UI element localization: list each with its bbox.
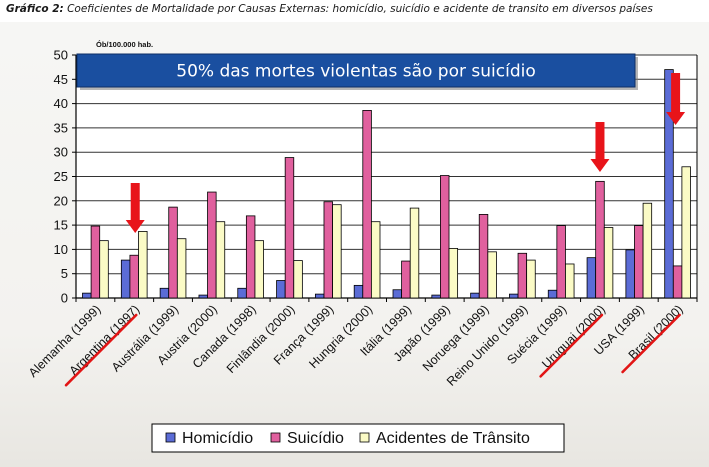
bar-suic-dio bbox=[129, 254, 139, 299]
bar-acidentes-de-tr-nsito bbox=[565, 263, 575, 299]
bar-homic-dio bbox=[159, 287, 170, 299]
bar-homic-dio bbox=[198, 294, 208, 299]
y-tick-label: 50 bbox=[54, 48, 68, 63]
y-tick-label: 10 bbox=[54, 242, 68, 257]
banner bbox=[76, 53, 636, 88]
arrow-shaft bbox=[671, 73, 681, 112]
caption-prefix: Gráfico 2: bbox=[6, 3, 64, 15]
y-tick-label: 25 bbox=[54, 169, 68, 184]
bar-suic-dio bbox=[207, 191, 217, 299]
bar-homic-dio bbox=[392, 289, 403, 299]
legend-swatch-suic-dio bbox=[270, 432, 281, 443]
bar-suic-dio bbox=[595, 180, 605, 299]
bar-acidentes-de-tr-nsito bbox=[293, 260, 303, 299]
bar-homic-dio bbox=[625, 249, 635, 299]
arrow-head bbox=[125, 220, 145, 233]
y-tick-label: 30 bbox=[54, 145, 68, 160]
highlight-underline bbox=[621, 313, 681, 374]
bar-suic-dio bbox=[517, 252, 528, 299]
x-tick-label: Argentina (1997) bbox=[67, 302, 143, 378]
y-tick-label: 35 bbox=[54, 120, 68, 135]
red-arrow-icon bbox=[590, 122, 610, 172]
bar-suic-dio bbox=[245, 215, 256, 299]
x-tick-label: Austrália (1999) bbox=[109, 302, 181, 374]
legend-swatch-homic-dio bbox=[165, 432, 176, 443]
bar-acidentes-de-tr-nsito bbox=[448, 248, 459, 299]
bar-suic-dio bbox=[362, 110, 372, 299]
legend-label: Homicídio bbox=[182, 430, 253, 447]
unit-label: Ób/100.000 hab. bbox=[96, 40, 153, 49]
bar-acidentes-de-tr-nsito bbox=[138, 231, 148, 299]
figure-caption: Gráfico 2: Coeficientes de Mortalidade p… bbox=[6, 3, 706, 15]
bar-homic-dio bbox=[120, 259, 131, 299]
red-arrow-icon bbox=[125, 183, 145, 233]
bar-homic-dio bbox=[431, 294, 441, 299]
y-tick-label: 0 bbox=[61, 291, 68, 306]
bar-acidentes-de-tr-nsito bbox=[681, 166, 691, 299]
bar-acidentes-de-tr-nsito bbox=[99, 240, 109, 299]
y-tick-label: 15 bbox=[54, 218, 68, 233]
bar-homic-dio bbox=[509, 293, 519, 299]
y-tick-label: 5 bbox=[61, 266, 68, 281]
arrow-head bbox=[590, 159, 610, 172]
y-tick-label: 40 bbox=[54, 96, 68, 111]
bar-homic-dio bbox=[82, 292, 92, 299]
bar-homic-dio bbox=[314, 293, 325, 299]
bar-acidentes-de-tr-nsito bbox=[487, 251, 497, 299]
arrow-shaft bbox=[130, 183, 140, 220]
bar-homic-dio bbox=[664, 69, 674, 299]
legend-label: Suicídio bbox=[287, 430, 344, 447]
bar-suic-dio bbox=[478, 214, 489, 299]
highlight-underline bbox=[64, 313, 138, 387]
bar-acidentes-de-tr-nsito bbox=[176, 238, 187, 299]
bar-acidentes-de-tr-nsito bbox=[642, 202, 653, 299]
x-tick-label: Finlândia (2000) bbox=[224, 302, 298, 376]
bar-homic-dio bbox=[353, 284, 364, 299]
bar-acidentes-de-tr-nsito bbox=[409, 207, 420, 299]
bar-suic-dio bbox=[634, 225, 644, 299]
bar-suic-dio bbox=[168, 206, 178, 299]
bar-suic-dio bbox=[323, 201, 333, 299]
bar-suic-dio bbox=[401, 260, 411, 299]
bar-acidentes-de-tr-nsito bbox=[370, 221, 381, 299]
legend bbox=[151, 423, 565, 453]
bar-homic-dio bbox=[276, 280, 286, 299]
bar-homic-dio bbox=[237, 287, 247, 299]
bar-homic-dio bbox=[586, 257, 597, 299]
arrow-head bbox=[666, 112, 686, 125]
bar-acidentes-de-tr-nsito bbox=[332, 204, 342, 299]
y-tick-label: 45 bbox=[54, 72, 68, 87]
legend-label: Acidentes de Trânsito bbox=[376, 430, 530, 447]
bar-acidentes-de-tr-nsito bbox=[254, 240, 264, 299]
highlight-underline bbox=[539, 313, 604, 378]
banner-text: 50% das mortes violentas são por suicídi… bbox=[176, 62, 535, 82]
bar-suic-dio bbox=[440, 175, 450, 299]
bar-suic-dio bbox=[284, 157, 295, 299]
x-tick-label: Alemanha (1999) bbox=[26, 302, 104, 380]
legend-swatch-acidentes-de-tr-nsito bbox=[359, 432, 370, 443]
bar-suic-dio bbox=[556, 225, 566, 299]
x-tick-label: Noruega (1999) bbox=[420, 302, 492, 374]
red-arrow-icon bbox=[666, 73, 686, 125]
y-tick-label: 20 bbox=[54, 193, 68, 208]
bar-acidentes-de-tr-nsito bbox=[526, 259, 536, 299]
caption-text: Coeficientes de Mortalidade por Causas E… bbox=[67, 3, 653, 15]
bar-acidentes-de-tr-nsito bbox=[603, 227, 614, 299]
bar-acidentes-de-tr-nsito bbox=[215, 221, 226, 299]
bar-suic-dio bbox=[90, 225, 101, 299]
arrow-shaft bbox=[595, 122, 605, 159]
bar-suic-dio bbox=[672, 265, 683, 299]
bar-homic-dio bbox=[547, 289, 558, 299]
bar-homic-dio bbox=[470, 292, 480, 299]
